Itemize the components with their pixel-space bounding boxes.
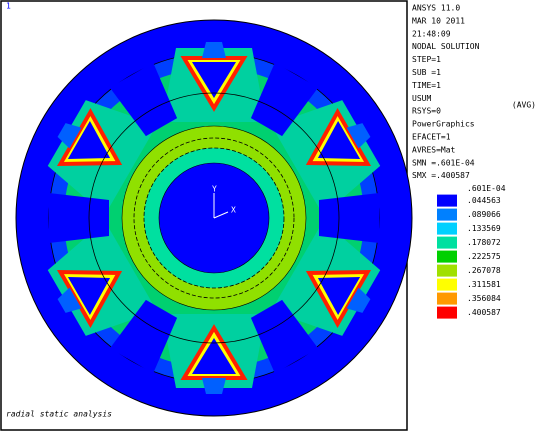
- contour-model: Y X: [16, 20, 412, 416]
- info-panel: (AVG) ANSYS 11.0 MAR 10 2011 21:48:09 NODAL…: [412, 4, 536, 319]
- legend-label: .222575: [467, 252, 501, 261]
- header-line: ANSYS 11.0: [412, 4, 460, 13]
- header-line: AVRES=Mat: [412, 145, 456, 154]
- header-line: SMX =.400587: [412, 171, 470, 180]
- header-line: PowerGraphics: [412, 120, 475, 129]
- legend-swatch: [437, 251, 457, 263]
- legend-label: .356084: [467, 294, 501, 303]
- header-line: EFACET=1: [412, 133, 451, 142]
- header-line: NODAL SOLUTION: [412, 42, 480, 51]
- legend-swatch: [437, 223, 457, 235]
- legend-swatch: [437, 293, 457, 305]
- y-axis-label: Y: [212, 185, 217, 194]
- legend-label: .400587: [467, 308, 501, 317]
- legend-label: .311581: [467, 280, 501, 289]
- legend-label: .267078: [467, 266, 501, 275]
- legend-swatch: [437, 279, 457, 291]
- legend-label: .133569: [467, 224, 501, 233]
- legend-swatch: [437, 265, 457, 277]
- x-axis-label: X: [231, 206, 236, 215]
- legend-label: .178072: [467, 238, 501, 247]
- legend-swatch: [437, 195, 457, 207]
- header-line: RSYS=0: [412, 107, 441, 116]
- window-number: 1: [6, 2, 11, 11]
- legend-swatch: [437, 209, 457, 221]
- legend-label: .601E-04: [467, 184, 506, 193]
- legend-label: .089066: [467, 210, 501, 219]
- header-line: TIME=1: [412, 81, 441, 90]
- header-line: USUM: [412, 94, 431, 103]
- header-line: STEP=1: [412, 55, 441, 64]
- header-line: 21:48:09: [412, 29, 451, 38]
- caption: radial static analysis: [6, 410, 112, 419]
- header-line: MAR 10 2011: [412, 16, 465, 25]
- screenshot: 1 Y X radial sta: [0, 0, 542, 432]
- header-line: SMN =.601E-04: [412, 158, 475, 167]
- legend-swatch: [437, 237, 457, 249]
- header-side-note: (AVG): [512, 101, 536, 110]
- legend-swatch: [437, 307, 457, 319]
- header-line: SUB =1: [412, 68, 441, 77]
- legend-label: .044563: [467, 196, 501, 205]
